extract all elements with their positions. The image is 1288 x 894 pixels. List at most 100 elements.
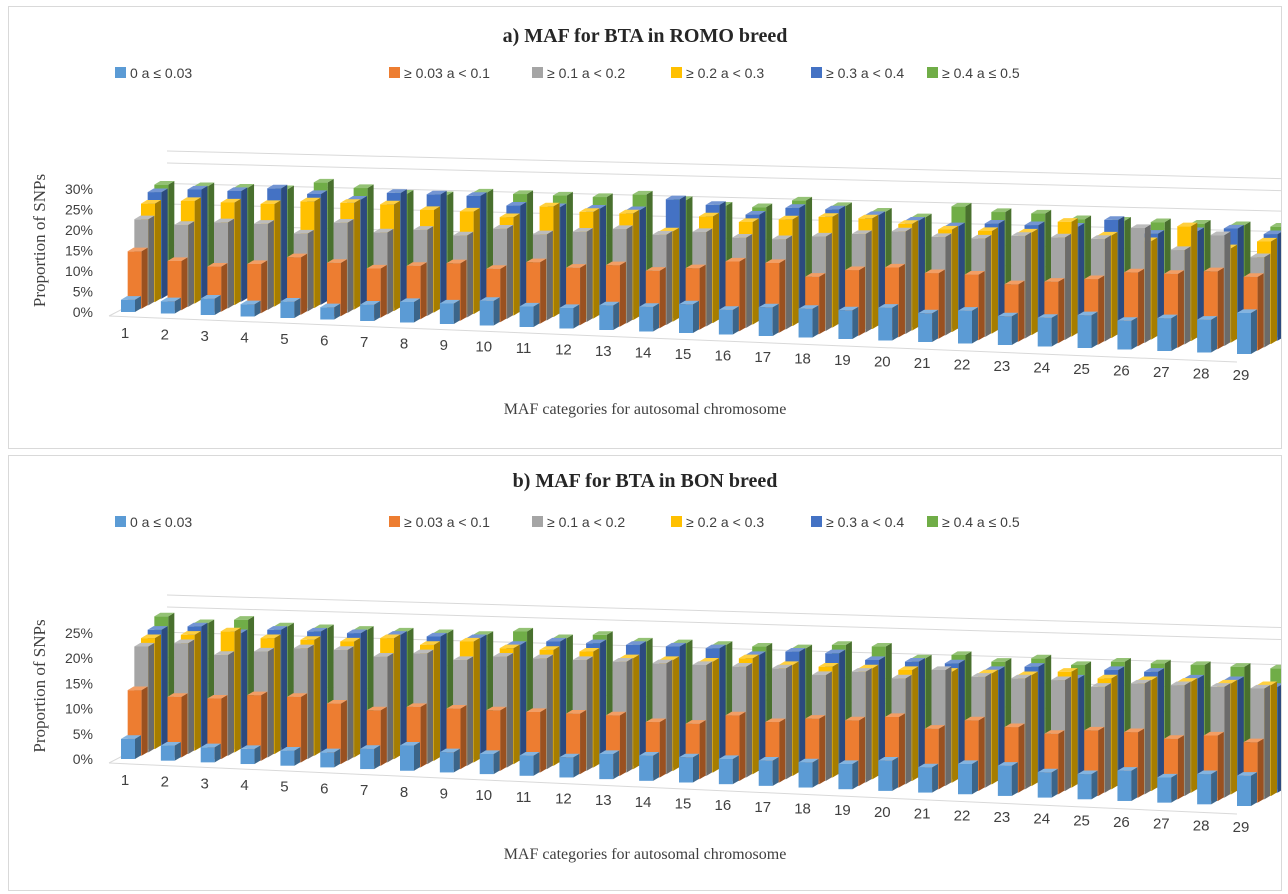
legend-label: ≥ 0.1 a < 0.2 <box>547 514 625 530</box>
x-tick-label: 23 <box>994 358 1011 375</box>
bar <box>1117 317 1138 350</box>
bar <box>758 303 779 336</box>
bar <box>240 745 261 765</box>
x-axis-label: MAF categories for autosomal chromosome <box>504 401 787 418</box>
y-tick-label: 5% <box>73 284 93 300</box>
bar <box>1157 314 1178 351</box>
bar <box>160 741 181 761</box>
bar <box>559 304 580 329</box>
bars <box>121 178 1281 354</box>
x-tick-label: 15 <box>675 346 692 363</box>
bar <box>758 757 779 786</box>
legend-swatch <box>389 67 400 78</box>
bar <box>1037 768 1058 798</box>
x-tick-label: 27 <box>1153 364 1170 381</box>
back-top-edge <box>166 150 1281 180</box>
legend-label: 0 a ≤ 0.03 <box>130 514 192 530</box>
gridline <box>166 162 1281 192</box>
bar <box>1197 316 1218 353</box>
chart-title: b) MAF for BTA in BON breed <box>513 470 778 492</box>
legend-swatch <box>115 67 126 78</box>
bar <box>519 302 540 327</box>
legend-label: ≥ 0.2 a < 0.3 <box>686 514 764 530</box>
bar <box>997 312 1018 345</box>
y-tick-label: 15% <box>65 675 93 691</box>
chart-a: a) MAF for BTA in ROMO breed 0 a ≤ 0.03 ≥ … <box>30 25 1281 418</box>
bar <box>918 763 939 793</box>
y-tick-label: 10% <box>65 263 93 279</box>
bar <box>679 300 699 333</box>
bar <box>287 693 308 763</box>
bar <box>439 299 460 324</box>
legend-swatch <box>389 516 400 527</box>
bar <box>599 301 620 330</box>
x-tick-label: 10 <box>475 787 492 804</box>
legend-label: ≥ 0.03 a < 0.1 <box>404 65 490 81</box>
bar <box>479 750 500 775</box>
x-tick-label: 17 <box>754 349 771 366</box>
bar <box>121 735 141 759</box>
bar <box>240 300 261 317</box>
bar <box>599 750 620 780</box>
x-tick-label: 9 <box>440 785 448 802</box>
x-tick-label: 16 <box>715 797 732 814</box>
x-tick-label: 18 <box>794 801 811 818</box>
x-tick-label: 17 <box>754 799 771 816</box>
x-axis-label: MAF categories for autosomal chromosome <box>504 846 787 863</box>
legend-swatch <box>927 67 938 78</box>
bar <box>1077 770 1098 800</box>
bar <box>360 745 381 770</box>
x-tick-label: 1 <box>121 325 129 342</box>
bar <box>247 691 268 761</box>
y-axis-label: Proportion of SNPs <box>30 619 49 752</box>
x-tick-label: 6 <box>320 333 328 350</box>
bar <box>997 762 1018 796</box>
x-tick-label: 9 <box>440 337 448 354</box>
bar <box>439 748 460 773</box>
bar <box>400 298 420 323</box>
x-tick-label: 26 <box>1113 363 1130 380</box>
bar <box>1077 311 1098 348</box>
legend-swatch <box>532 67 543 78</box>
legend-swatch <box>927 516 938 527</box>
legend-swatch <box>115 516 126 527</box>
x-tick-label: 7 <box>360 782 368 799</box>
bar <box>798 305 819 338</box>
legend-label: ≥ 0.3 a < 0.4 <box>826 65 904 81</box>
legend-label: ≥ 0.4 a ≤ 0.5 <box>942 65 1020 81</box>
x-tick-label: 8 <box>400 336 408 353</box>
x-tick-label: 29 <box>1233 367 1250 384</box>
x-tick-label: 8 <box>400 784 408 801</box>
x-tick-label: 24 <box>1033 811 1050 828</box>
x-tick-label: 3 <box>201 328 209 345</box>
bar <box>718 306 739 335</box>
legend-swatch <box>671 67 682 78</box>
y-tick-label: 25% <box>65 202 93 218</box>
x-tick-label: 12 <box>555 790 572 807</box>
legend-label: ≥ 0.03 a < 0.1 <box>404 514 490 530</box>
bar <box>519 752 540 776</box>
x-tick-label: 1 <box>121 772 129 789</box>
x-tick-label: 16 <box>715 348 732 365</box>
bar <box>838 306 859 339</box>
legend-label: ≥ 0.3 a < 0.4 <box>826 514 904 530</box>
bar <box>326 259 347 317</box>
x-tick-label: 6 <box>320 780 328 797</box>
bar <box>1157 773 1178 803</box>
bar <box>1197 770 1218 805</box>
x-tick-label: 28 <box>1193 366 1210 383</box>
x-tick-label: 2 <box>161 774 169 791</box>
bar <box>878 757 899 791</box>
bar <box>121 296 141 312</box>
bar <box>1037 314 1058 347</box>
x-tick-label: 4 <box>240 777 248 794</box>
bar <box>127 247 148 309</box>
legend-swatch <box>811 516 822 527</box>
gridline <box>166 606 1281 641</box>
y-tick-label: 30% <box>65 181 93 197</box>
bar <box>200 743 221 763</box>
x-tick-label: 5 <box>280 331 288 348</box>
bar <box>838 760 859 790</box>
x-tick-label: 15 <box>675 796 692 813</box>
x-tick-label: 19 <box>834 352 851 369</box>
